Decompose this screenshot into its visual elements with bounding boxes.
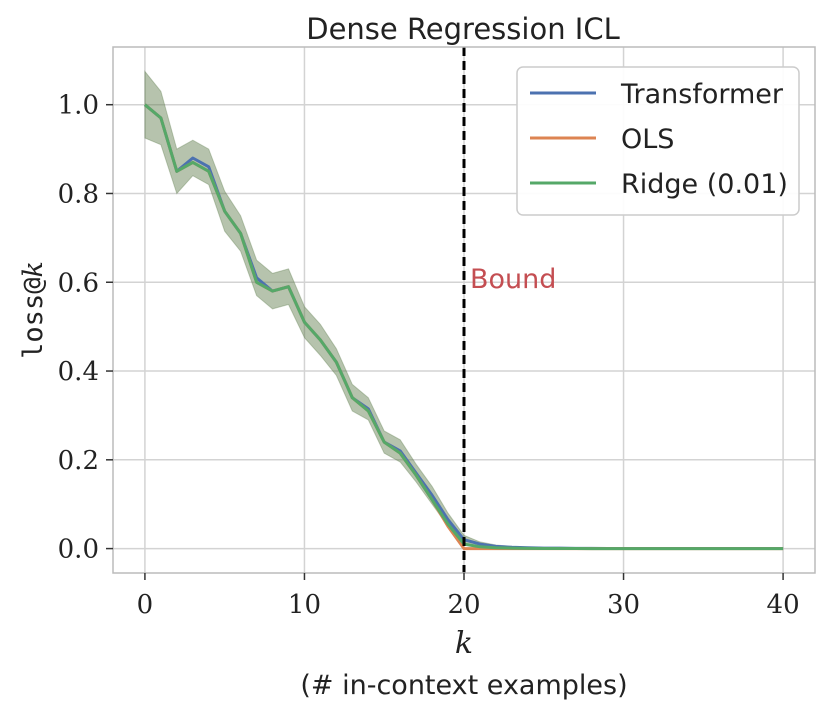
x-tick-label: 40 (767, 590, 800, 620)
y-tick-label: 0.8 (58, 179, 99, 209)
legend-label: OLS (621, 124, 674, 155)
y-tick-label: 0.6 (58, 268, 99, 298)
x-axis-label: k (455, 626, 473, 661)
legend-label: Transformer (620, 79, 784, 110)
legend-label: Ridge (0.01) (621, 169, 788, 200)
y-axis-label: loss@k (18, 261, 49, 359)
y-axis-label-prefix: loss@ (18, 278, 49, 359)
legend: Transformer OLS Ridge (0.01) (516, 66, 800, 216)
x-tick-label: 20 (447, 590, 480, 620)
y-tick-label: 0.0 (58, 535, 99, 565)
legend-box (516, 66, 800, 216)
y-tick-label: 0.4 (58, 357, 99, 387)
y-tick-label: 1.0 (58, 91, 99, 121)
chart-title: Dense Regression ICL (306, 12, 620, 46)
x-tick-label: 10 (288, 590, 321, 620)
bound-label: Bound (470, 264, 556, 295)
x-tick-label: 30 (607, 590, 640, 620)
x-axis-sublabel: (# in-context examples) (300, 670, 627, 701)
ticks-layer: 0 10 20 30 40 0.0 0.2 0.4 0.6 0.8 1.0 (58, 91, 800, 620)
y-axis-label-italic: k (18, 261, 49, 277)
x-tick-label: 0 (137, 590, 154, 620)
vline-layer: Bound (462, 47, 556, 573)
y-tick-label: 0.2 (58, 446, 99, 476)
